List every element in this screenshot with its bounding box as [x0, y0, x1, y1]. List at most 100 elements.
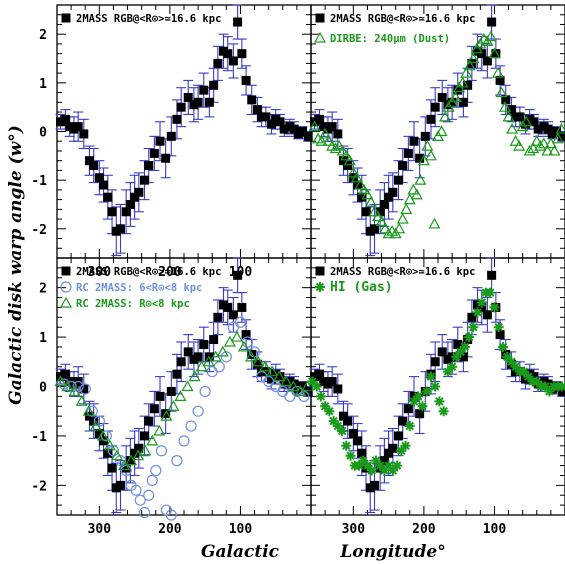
- data-point: [434, 396, 445, 407]
- data-point: [130, 192, 140, 202]
- data-point: [362, 460, 373, 471]
- series-1: [307, 287, 565, 476]
- data-point: [56, 117, 66, 127]
- series-0: [55, 4, 314, 257]
- data-point: [149, 404, 159, 414]
- y-tick-label: -2: [31, 479, 47, 494]
- data-point: [420, 131, 430, 141]
- data-point: [315, 391, 326, 402]
- plot-frame: [56, 4, 312, 259]
- data-point: [114, 455, 127, 467]
- data-point: [424, 149, 437, 161]
- data-point: [447, 361, 458, 372]
- data-point: [73, 122, 83, 132]
- data-point: [364, 195, 377, 207]
- data-point: [353, 460, 364, 471]
- data-point: [348, 428, 358, 438]
- legend-label: 2MASS RGB@<R⊙>≃16.6 kpc: [76, 266, 221, 278]
- data-point: [487, 17, 497, 27]
- data-point: [298, 390, 310, 402]
- data-point: [167, 400, 180, 411]
- data-point: [146, 474, 158, 487]
- data-point: [327, 122, 337, 132]
- data-point: [143, 489, 155, 501]
- data-point: [99, 436, 109, 446]
- data-point: [375, 207, 385, 217]
- data-point: [153, 424, 166, 436]
- data-point: [261, 367, 271, 377]
- data-point: [493, 322, 504, 333]
- data-point: [400, 440, 411, 451]
- data-point: [261, 112, 271, 122]
- data-point: [437, 92, 447, 102]
- data-point: [529, 117, 539, 127]
- data-point: [149, 148, 159, 158]
- data-point: [121, 207, 131, 217]
- legend: 2MASS RGB@<R⊙>≃16.6 kpc: [61, 13, 221, 25]
- data-point: [237, 49, 247, 59]
- data-point: [370, 455, 381, 466]
- data-point: [343, 416, 353, 426]
- data-point: [79, 129, 89, 139]
- legend-marker: [315, 282, 325, 292]
- data-point: [499, 100, 512, 112]
- data-point: [252, 355, 265, 367]
- legend-marker: [61, 13, 71, 23]
- data-point: [375, 215, 388, 227]
- data-point: [252, 359, 262, 369]
- data-point: [430, 357, 440, 367]
- legend: 2MASS RGB@<R⊙>≃16.6 kpc HI (Gas): [315, 266, 475, 295]
- data-point: [353, 436, 363, 446]
- data-point: [233, 270, 243, 280]
- x-tick-label: 200: [412, 522, 436, 537]
- data-point: [557, 131, 565, 141]
- legend: 2MASS RGB@<R⊙>≃16.6 kpc RC 2MASS: 6<R⊙<8 …: [59, 266, 221, 310]
- data-point: [530, 134, 543, 146]
- data-point: [519, 366, 530, 377]
- data-point: [60, 369, 70, 379]
- data-point: [458, 352, 468, 362]
- data-point: [150, 464, 162, 477]
- data-point: [289, 379, 299, 389]
- data-point: [403, 404, 413, 414]
- data-point: [358, 455, 369, 466]
- data-point: [491, 66, 504, 78]
- data-point: [489, 302, 500, 313]
- data-point: [430, 381, 441, 392]
- data-point: [287, 380, 300, 392]
- data-point: [121, 463, 131, 473]
- data-point: [185, 420, 197, 432]
- data-point: [467, 52, 480, 64]
- data-point: [199, 85, 209, 95]
- data-point: [193, 352, 203, 362]
- data-point: [396, 445, 407, 456]
- data-point: [107, 445, 120, 457]
- data-point: [533, 124, 543, 134]
- data-point: [138, 506, 151, 519]
- data-point: [520, 119, 530, 129]
- data-point: [161, 409, 171, 419]
- data-point: [144, 161, 154, 171]
- legend-marker: [315, 13, 325, 23]
- data-point: [382, 227, 395, 239]
- data-point: [379, 222, 392, 234]
- data-point: [484, 30, 497, 42]
- data-point: [223, 49, 233, 59]
- data-point: [89, 161, 99, 171]
- data-point: [435, 125, 448, 137]
- data-point: [439, 110, 452, 122]
- data-point: [155, 391, 165, 401]
- data-point: [379, 465, 390, 476]
- data-point: [477, 49, 487, 59]
- data-point: [60, 114, 70, 124]
- data-point: [204, 97, 214, 107]
- data-point: [350, 171, 363, 183]
- data-point: [280, 375, 293, 387]
- data-point: [336, 144, 349, 156]
- data-point: [332, 421, 343, 432]
- y-tick-label: -1: [31, 430, 47, 445]
- data-point: [61, 380, 74, 392]
- data-point: [384, 192, 394, 202]
- data-point: [176, 357, 186, 367]
